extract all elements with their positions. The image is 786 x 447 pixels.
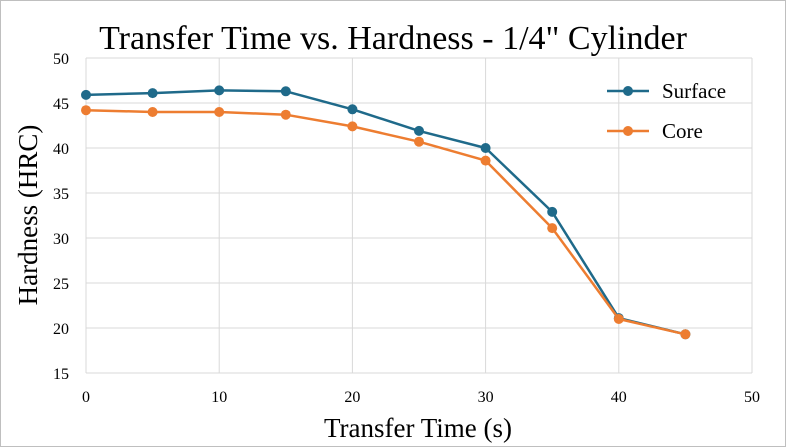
data-point: [81, 89, 91, 100]
x-axis-tick-labels: 0 10 20 30 40 50: [82, 389, 760, 406]
x-tick-label: 20: [344, 389, 360, 406]
data-point: [613, 314, 624, 324]
y-tick-label: 25: [53, 276, 69, 293]
legend-item-surface: Surface: [607, 79, 726, 103]
series-core: [81, 105, 691, 340]
x-tick-label: 30: [478, 389, 494, 406]
data-point: [81, 105, 91, 116]
y-tick-label: 50: [53, 51, 69, 68]
data-point: [547, 206, 558, 217]
y-tick-label: 40: [53, 141, 69, 158]
data-point: [214, 107, 225, 117]
x-tick-label: 10: [211, 389, 227, 406]
data-point: [547, 223, 558, 234]
y-tick-label: 30: [53, 231, 69, 248]
y-tick-label: 20: [53, 321, 69, 338]
series-layer: [81, 85, 691, 340]
y-tick-label: 15: [53, 366, 69, 383]
y-axis-tick-labels: 15 20 25 30 35 40 45 50: [53, 51, 69, 383]
x-tick-label: 50: [744, 389, 760, 406]
series-line: [85, 89, 686, 336]
legend-marker: [623, 126, 633, 136]
series-surface: [81, 85, 691, 340]
y-tick-label: 45: [53, 96, 69, 113]
data-point: [680, 329, 691, 340]
data-point: [280, 109, 291, 120]
data-point: [147, 88, 158, 99]
x-tick-label: 40: [611, 389, 627, 406]
data-point: [480, 155, 491, 166]
data-point: [214, 85, 225, 96]
x-axis-title: Transfer Time (s): [324, 413, 512, 443]
legend-marker: [623, 86, 633, 96]
x-tick-label: 0: [82, 389, 90, 406]
data-point: [414, 125, 424, 136]
legend-label: Core: [662, 119, 703, 143]
legend-label: Surface: [662, 79, 726, 103]
data-point: [347, 121, 358, 132]
series-line: [85, 108, 686, 336]
y-tick-label: 35: [53, 186, 69, 203]
y-axis-title: Hardness (HRC): [13, 125, 43, 306]
chart-title: Transfer Time vs. Hardness - 1/4" Cylind…: [99, 20, 687, 57]
data-point: [414, 136, 424, 147]
data-point: [480, 143, 491, 153]
data-point: [147, 107, 158, 117]
legend-item-core: Core: [607, 119, 703, 143]
data-point: [280, 86, 291, 97]
legend: Surface Core: [607, 79, 726, 143]
data-point: [347, 104, 358, 115]
